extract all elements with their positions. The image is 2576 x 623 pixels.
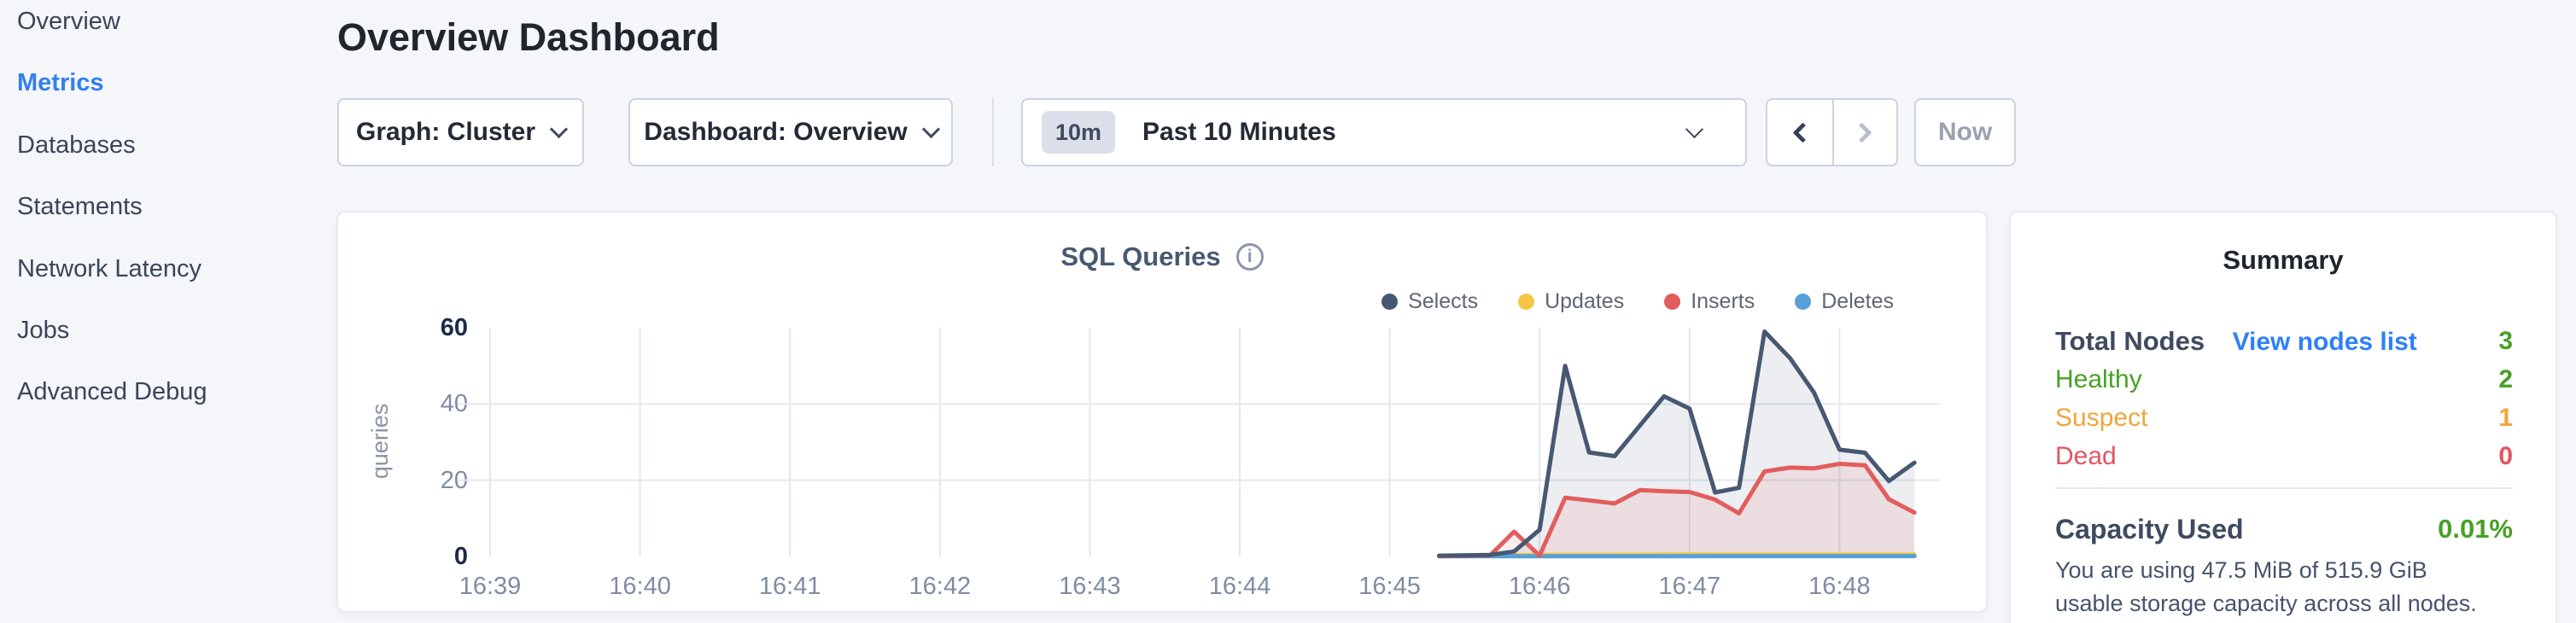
x-tick-label: 16:42 xyxy=(909,573,972,600)
sidebar-item-jobs[interactable]: Jobs xyxy=(17,316,70,344)
chevron-down-icon xyxy=(549,119,569,138)
legend-item-updates[interactable]: Updates xyxy=(1518,289,1624,314)
total-nodes-label: Total Nodes xyxy=(2055,325,2205,356)
controls-divider xyxy=(992,98,994,166)
dashboard-dropdown-label: Dashboard: Overview xyxy=(644,118,908,146)
status-row-healthy: Healthy 2 xyxy=(2055,360,2513,399)
now-button[interactable]: Now xyxy=(1914,98,2016,166)
graph-dropdown[interactable]: Graph: Cluster xyxy=(337,98,584,166)
chevron-left-icon xyxy=(1792,121,1814,143)
summary-title: Summary xyxy=(2223,245,2344,275)
node-status-rows: Healthy 2 Suspect 1 Dead 0 xyxy=(2055,360,2513,475)
capacity-row: Capacity Used 0.01% xyxy=(2055,509,2513,549)
legend-item-selects[interactable]: Selects xyxy=(1381,289,1478,314)
status-value: 1 xyxy=(2498,403,2513,432)
x-tick-label: 16:39 xyxy=(459,573,522,600)
sidebar-item-metrics[interactable]: Metrics xyxy=(17,69,104,97)
time-range-badge: 10m xyxy=(1042,111,1116,154)
inserts-area-fill xyxy=(1439,463,1915,556)
chart-title-row: SQL Queries i xyxy=(338,242,1986,272)
summary-rows: Total Nodes View nodes list 3 Healthy 2 Su… xyxy=(2055,322,2513,475)
chevron-down-icon xyxy=(921,119,940,138)
y-tick-0: 0 xyxy=(453,543,468,570)
total-nodes-value: 3 xyxy=(2498,326,2513,355)
status-label: Dead xyxy=(2055,441,2117,470)
sidebar-item-network-latency[interactable]: Network Latency xyxy=(17,254,202,282)
inserts-series-dot-icon xyxy=(1664,294,1681,310)
y-tick-60: 60 xyxy=(440,314,468,341)
capacity-description: You are using 47.5 MiB of 515.9 GiB usab… xyxy=(2055,557,2477,616)
x-tick-label: 16:40 xyxy=(609,573,671,600)
status-label: Suspect xyxy=(2055,403,2148,432)
sidebar-item-advanced-debug[interactable]: Advanced Debug xyxy=(17,378,207,406)
total-nodes-group: Total Nodes View nodes list xyxy=(2055,326,2417,357)
x-tick-label: 16:46 xyxy=(1509,573,1571,600)
chevron-right-icon xyxy=(1851,121,1872,143)
status-label: Healthy xyxy=(2055,364,2142,393)
time-prev-button[interactable] xyxy=(1767,100,1832,165)
time-range-label: Past 10 Minutes xyxy=(1142,118,1336,146)
status-value: 2 xyxy=(2498,364,2513,393)
deletes-series-dot-icon xyxy=(1795,294,1812,310)
status-row-dead: Dead 0 xyxy=(2055,437,2513,475)
x-tick-label: 16:48 xyxy=(1808,573,1871,600)
legend-item-inserts[interactable]: Inserts xyxy=(1664,289,1755,314)
controls-row: Graph: Cluster Dashboard: Overview 10m P… xyxy=(0,98,2576,166)
selects-area-fill xyxy=(1439,331,1915,556)
sidebar-item-statements[interactable]: Statements xyxy=(17,193,143,221)
info-icon[interactable]: i xyxy=(1235,243,1264,271)
time-next-button[interactable] xyxy=(1831,100,1897,165)
selects-series-line xyxy=(1437,329,1917,558)
sql-queries-plot[interactable]: 16:39 16:40 16:41 16:42 16:43 16:44 16:45 16:46… xyxy=(458,319,1952,609)
sidebar-item-databases[interactable]: Databases xyxy=(17,131,136,159)
legend-label: Deletes xyxy=(1821,289,1894,313)
total-nodes-row: Total Nodes View nodes list 3 xyxy=(2055,322,2513,360)
graph-dropdown-label: Graph: Cluster xyxy=(355,118,536,146)
inserts-series-line xyxy=(1437,462,1917,559)
x-tick-label: 16:44 xyxy=(1209,573,1271,600)
sql-queries-chart-card: SQL Queries i Selects Updates Inserts Delet… xyxy=(336,211,1988,613)
dashboard-dropdown[interactable]: Dashboard: Overview xyxy=(628,98,953,166)
chart-legend: Selects Updates Inserts Deletes xyxy=(1381,289,1894,314)
sidebar-nav: Overview Metrics Databases Statements Networ… xyxy=(17,0,324,423)
legend-label: Updates xyxy=(1545,289,1625,313)
updates-series-dot-icon xyxy=(1518,294,1535,310)
legend-label: Inserts xyxy=(1691,289,1755,313)
page-title: Overview Dashboard xyxy=(337,15,720,59)
chart-title: SQL Queries xyxy=(1060,242,1221,271)
x-tick-label: 16:43 xyxy=(1059,573,1121,600)
summary-divider xyxy=(2055,487,2513,489)
capacity-used-value: 0.01% xyxy=(2438,514,2513,544)
x-tick-label: 16:41 xyxy=(759,573,821,600)
status-row-suspect: Suspect 1 xyxy=(2055,399,2513,437)
x-tick-label: 16:45 xyxy=(1358,573,1421,600)
legend-item-deletes[interactable]: Deletes xyxy=(1795,289,1894,314)
sidebar-item-overview[interactable]: Overview xyxy=(17,8,120,35)
y-axis-label: queries xyxy=(367,403,393,480)
summary-panel: Summary Total Nodes View nodes list 3 He… xyxy=(2009,211,2557,623)
x-tick-label: 16:47 xyxy=(1659,573,1721,600)
selects-series-dot-icon xyxy=(1381,294,1399,310)
capacity-used-label: Capacity Used xyxy=(2055,513,2244,544)
legend-label: Selects xyxy=(1408,289,1479,313)
time-range-selector[interactable]: 10m Past 10 Minutes xyxy=(1021,98,1747,166)
chevron-down-icon xyxy=(1685,119,1704,138)
time-nav-group xyxy=(1766,98,1898,166)
view-nodes-list-link[interactable]: View nodes list xyxy=(2232,327,2417,356)
status-value: 0 xyxy=(2498,441,2513,470)
